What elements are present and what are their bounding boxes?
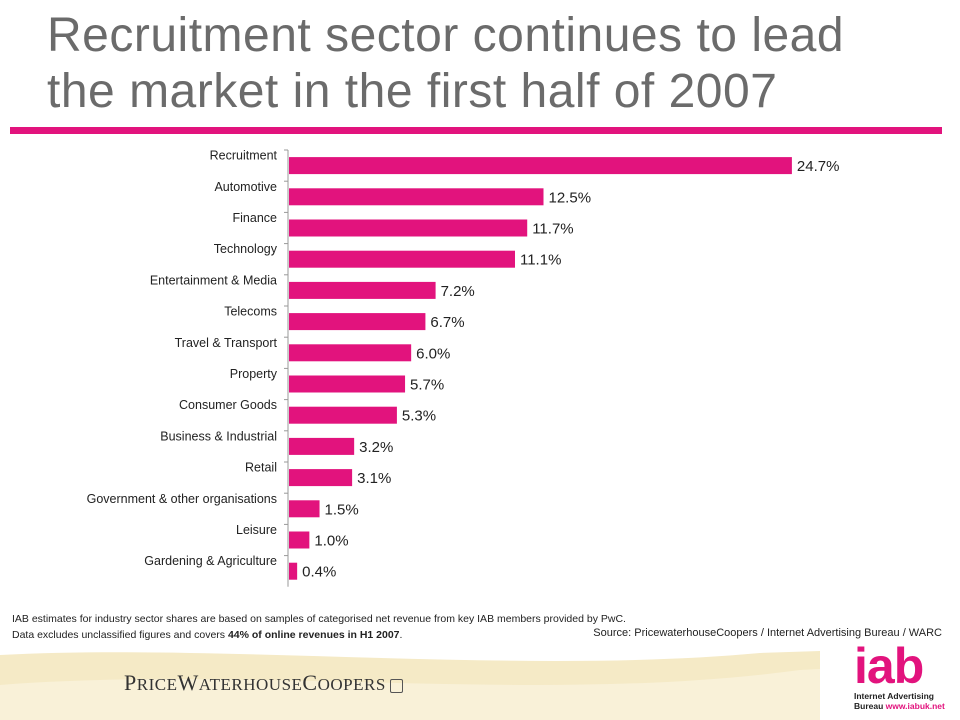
data-label: 1.5% <box>325 501 359 518</box>
bar <box>289 406 397 424</box>
bar <box>289 469 353 487</box>
methodology-note: IAB estimates for industry sector shares… <box>12 611 626 643</box>
category-label: Telecoms <box>224 305 277 319</box>
category-label: Government & other organisations <box>87 492 277 506</box>
footer-band <box>0 651 820 720</box>
bar <box>289 313 426 331</box>
title-line-2: the market in the first half of 2007 <box>47 65 778 118</box>
data-label: 1.0% <box>314 533 348 550</box>
data-label: 11.7% <box>532 221 573 238</box>
page-title: Recruitment sector continues to lead the… <box>47 8 947 120</box>
iab-logo-subtitle-2: Bureau www.iabuk.net <box>854 701 954 711</box>
data-label: 5.3% <box>402 408 436 425</box>
pwc-logo-text-1: RICE <box>136 675 178 694</box>
pwc-logo-text-3: OOPERS <box>317 675 386 694</box>
iab-logo-bureau: Bureau <box>854 701 886 711</box>
category-label: Gardening & Agriculture <box>144 554 277 568</box>
pwc-logo-w: W <box>177 670 199 695</box>
bar <box>289 562 298 580</box>
pwc-logo-p: P <box>124 670 137 695</box>
bar <box>289 437 355 455</box>
category-label: Consumer Goods <box>179 398 277 412</box>
bar <box>289 344 412 362</box>
note-line-1: IAB estimates for industry sector shares… <box>12 613 626 625</box>
title-line-1: Recruitment sector continues to lead <box>47 9 845 62</box>
data-label: 7.2% <box>441 283 475 300</box>
iab-logo-word: iab <box>854 638 924 694</box>
category-label: Property <box>230 367 278 381</box>
bar <box>289 500 320 518</box>
note-line-2-text: Data excludes unclassified figures and c… <box>12 629 228 641</box>
category-label: Automotive <box>214 180 277 194</box>
bar <box>289 531 310 549</box>
category-label: Leisure <box>236 523 277 537</box>
source-credit: Source: PricewaterhouseCoopers / Interne… <box>593 627 942 639</box>
iab-logo-url: www.iabuk.net <box>885 701 945 711</box>
data-label: 6.7% <box>430 314 464 331</box>
category-label: Finance <box>233 211 278 225</box>
pwc-logo: PRICEWATERHOUSECOOPERS <box>124 670 403 696</box>
note-line-2: Data excludes unclassified figures and c… <box>12 627 626 643</box>
note-line-2-end: . <box>399 629 403 641</box>
bar <box>289 250 515 268</box>
data-label: 11.1% <box>520 252 561 269</box>
title-underline <box>10 127 942 134</box>
note-line-2-bold: 44% of online revenues in H1 2007 <box>227 629 400 641</box>
iab-logo: iab Internet Advertising Bureau www.iabu… <box>854 641 954 711</box>
category-label: Technology <box>214 242 278 256</box>
pwc-logo-text-2: ATERHOUSE <box>198 675 303 694</box>
data-label: 6.0% <box>416 345 450 362</box>
bar <box>289 375 406 393</box>
pwc-logo-c: C <box>302 670 318 695</box>
bar <box>289 219 528 237</box>
data-label: 3.1% <box>357 470 391 487</box>
category-label: Recruitment <box>210 149 278 163</box>
data-label: 24.7% <box>797 158 840 175</box>
bar <box>289 157 792 175</box>
category-label: Business & Industrial <box>160 429 277 443</box>
data-label: 12.5% <box>549 189 592 206</box>
category-label: Entertainment & Media <box>150 273 277 287</box>
data-label: 5.7% <box>410 377 444 394</box>
pwc-seal-icon <box>389 679 403 694</box>
iab-logo-subtitle-1: Internet Advertising <box>854 691 934 701</box>
data-label: 3.2% <box>359 439 393 456</box>
footer-swoosh-light <box>0 669 820 720</box>
bar-chart: Recruitment 24.7% Automotive 12.5% Finance 11… <box>87 149 840 587</box>
category-label: Travel & Transport <box>175 336 278 350</box>
bar <box>289 188 544 206</box>
bar <box>289 281 436 299</box>
data-label: 0.4% <box>302 564 336 581</box>
category-label: Retail <box>245 461 277 475</box>
